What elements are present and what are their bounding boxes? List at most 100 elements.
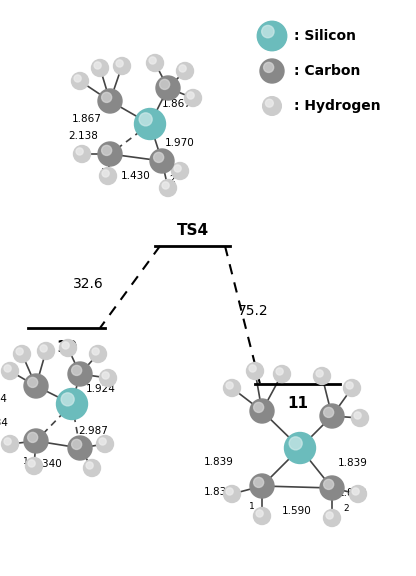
Circle shape <box>314 367 330 385</box>
Circle shape <box>352 410 369 426</box>
Text: TS4: TS4 <box>176 223 208 238</box>
Circle shape <box>250 399 274 423</box>
Circle shape <box>346 382 353 389</box>
Circle shape <box>150 149 174 173</box>
Text: 1: 1 <box>23 457 29 466</box>
Text: : Carbon: : Carbon <box>294 64 360 78</box>
Circle shape <box>72 439 82 449</box>
Circle shape <box>92 348 99 355</box>
Circle shape <box>4 365 11 372</box>
Text: 1.839: 1.839 <box>204 487 234 497</box>
Text: 10: 10 <box>56 340 77 355</box>
Circle shape <box>289 437 302 450</box>
Circle shape <box>84 460 101 476</box>
Circle shape <box>324 407 334 418</box>
Circle shape <box>24 374 48 398</box>
Circle shape <box>273 366 290 382</box>
Text: 1.867: 1.867 <box>162 99 192 109</box>
Text: 1.839: 1.839 <box>338 458 368 468</box>
Circle shape <box>13 346 30 362</box>
Circle shape <box>256 510 263 517</box>
Circle shape <box>254 403 264 412</box>
Circle shape <box>99 438 106 445</box>
Circle shape <box>4 438 11 445</box>
Text: 1.867: 1.867 <box>72 114 102 124</box>
Circle shape <box>262 25 274 38</box>
Circle shape <box>114 58 131 74</box>
Text: 2.987: 2.987 <box>78 426 108 436</box>
Circle shape <box>76 148 83 155</box>
Circle shape <box>102 145 111 156</box>
Text: 32.6: 32.6 <box>73 277 103 291</box>
Circle shape <box>24 429 48 453</box>
Circle shape <box>176 63 193 79</box>
Circle shape <box>156 76 180 100</box>
Text: : Silicon: : Silicon <box>294 29 356 43</box>
Circle shape <box>16 348 23 355</box>
Circle shape <box>102 372 109 379</box>
Circle shape <box>354 412 361 419</box>
Text: 1.340: 1.340 <box>33 459 63 469</box>
Circle shape <box>162 182 169 189</box>
Circle shape <box>250 474 274 498</box>
Circle shape <box>28 460 35 467</box>
Circle shape <box>61 393 74 406</box>
Circle shape <box>59 339 77 357</box>
Circle shape <box>99 369 116 386</box>
Circle shape <box>249 365 256 372</box>
Circle shape <box>134 108 166 139</box>
Text: 11: 11 <box>287 396 308 411</box>
Circle shape <box>86 462 93 469</box>
Circle shape <box>97 435 114 453</box>
Text: 1: 1 <box>101 168 107 177</box>
Circle shape <box>324 479 334 490</box>
Circle shape <box>2 362 18 380</box>
Circle shape <box>102 170 109 177</box>
Circle shape <box>264 62 274 73</box>
Circle shape <box>223 486 240 502</box>
Circle shape <box>276 368 283 375</box>
Circle shape <box>159 180 176 196</box>
Text: 75.2: 75.2 <box>238 304 269 318</box>
Circle shape <box>326 512 333 519</box>
Circle shape <box>316 370 323 377</box>
Circle shape <box>320 476 344 500</box>
Circle shape <box>320 404 344 428</box>
Circle shape <box>27 377 38 388</box>
Circle shape <box>247 362 263 380</box>
Text: 1.590: 1.590 <box>282 506 312 516</box>
Circle shape <box>324 510 341 526</box>
Circle shape <box>2 435 18 453</box>
Text: 1.924: 1.924 <box>86 384 116 394</box>
Text: 2: 2 <box>89 464 95 473</box>
Circle shape <box>146 55 163 71</box>
Circle shape <box>116 60 123 67</box>
Circle shape <box>89 346 106 362</box>
Circle shape <box>257 21 287 51</box>
Circle shape <box>139 113 152 126</box>
Circle shape <box>94 62 101 69</box>
Circle shape <box>160 79 170 89</box>
Circle shape <box>62 342 69 349</box>
Text: 2.138: 2.138 <box>68 131 98 141</box>
Circle shape <box>27 433 38 442</box>
Circle shape <box>98 89 122 113</box>
Text: 2: 2 <box>169 175 175 184</box>
Text: 2: 2 <box>343 504 349 513</box>
Circle shape <box>25 457 42 475</box>
Text: 1.839: 1.839 <box>338 488 368 498</box>
Circle shape <box>226 488 233 495</box>
Text: 1.839: 1.839 <box>204 457 234 467</box>
Circle shape <box>149 57 156 64</box>
Circle shape <box>285 433 315 464</box>
Circle shape <box>68 362 92 386</box>
Circle shape <box>254 478 264 487</box>
Circle shape <box>57 388 87 419</box>
Circle shape <box>37 343 54 359</box>
Circle shape <box>92 59 109 77</box>
Circle shape <box>344 380 361 396</box>
Circle shape <box>253 507 270 525</box>
Circle shape <box>99 168 116 184</box>
Circle shape <box>187 92 194 99</box>
Circle shape <box>72 365 82 376</box>
